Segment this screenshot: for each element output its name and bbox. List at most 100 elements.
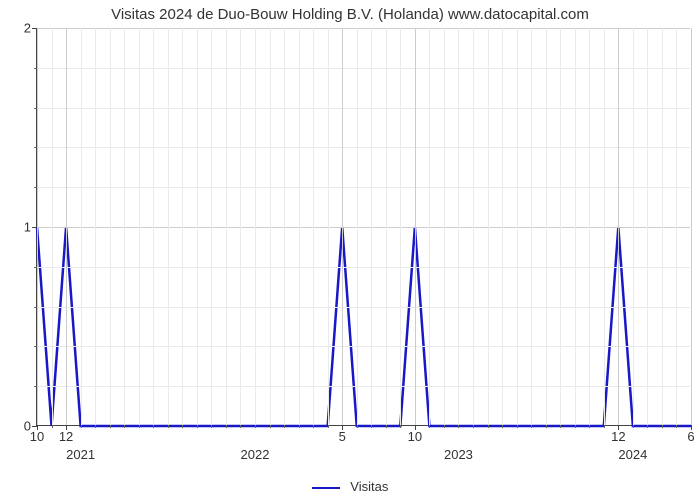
x-tick-minor	[386, 425, 387, 428]
legend-label: Visitas	[350, 479, 388, 494]
grid-line-horizontal	[37, 227, 690, 228]
grid-line-vertical-minor	[488, 28, 489, 425]
grid-line-vertical	[618, 28, 619, 425]
x-tick-minor	[124, 425, 125, 428]
grid-line-vertical-minor	[386, 28, 387, 425]
grid-line-vertical-minor	[95, 28, 96, 425]
plot-area: 01210125101262021202220232024	[36, 28, 690, 426]
grid-line-vertical-minor	[81, 28, 82, 425]
x-year-label: 2022	[241, 425, 270, 462]
legend: Visitas	[0, 479, 700, 494]
x-tick-minor	[182, 425, 183, 428]
grid-line-vertical-minor	[662, 28, 663, 425]
grid-line-vertical-minor	[240, 28, 241, 425]
grid-line-vertical	[66, 28, 67, 425]
x-tick-minor	[284, 425, 285, 428]
grid-line-vertical-minor	[153, 28, 154, 425]
grid-line-vertical-minor	[328, 28, 329, 425]
grid-line-vertical-minor	[473, 28, 474, 425]
x-tick-minor	[502, 425, 503, 428]
grid-line-vertical-minor	[226, 28, 227, 425]
grid-line-horizontal-minor	[37, 68, 690, 69]
x-tick-minor	[313, 425, 314, 428]
grid-line-vertical-minor	[371, 28, 372, 425]
grid-line-vertical-minor	[168, 28, 169, 425]
grid-line-vertical-minor	[517, 28, 518, 425]
grid-line-vertical-minor	[52, 28, 53, 425]
grid-line-horizontal-minor	[37, 108, 690, 109]
x-tick-minor	[589, 425, 590, 428]
x-tick-minor	[52, 425, 53, 428]
grid-line-vertical	[415, 28, 416, 425]
grid-line-vertical	[37, 28, 38, 425]
x-tick-minor	[139, 425, 140, 428]
grid-line-horizontal-minor	[37, 346, 690, 347]
grid-line-vertical-minor	[502, 28, 503, 425]
x-year-label: 2023	[444, 425, 473, 462]
grid-line-vertical-minor	[444, 28, 445, 425]
x-year-label: 2024	[618, 425, 647, 462]
grid-line-vertical-minor	[589, 28, 590, 425]
grid-line-vertical-minor	[284, 28, 285, 425]
grid-line-vertical-minor	[575, 28, 576, 425]
grid-line-vertical-minor	[647, 28, 648, 425]
grid-line-vertical-minor	[546, 28, 547, 425]
grid-line-horizontal-minor	[37, 267, 690, 268]
grid-line-vertical-minor	[197, 28, 198, 425]
x-tick-minor	[357, 425, 358, 428]
x-tick-minor	[270, 425, 271, 428]
x-tick-minor	[371, 425, 372, 428]
x-tick-minor	[400, 425, 401, 428]
x-tick-minor	[429, 425, 430, 428]
grid-line-vertical	[691, 28, 692, 425]
grid-line-vertical-minor	[182, 28, 183, 425]
x-tick-minor	[676, 425, 677, 428]
x-tick-minor	[488, 425, 489, 428]
x-tick-label: 10	[30, 425, 44, 444]
grid-line-vertical-minor	[458, 28, 459, 425]
x-tick-minor	[226, 425, 227, 428]
grid-line-vertical-minor	[139, 28, 140, 425]
x-tick-minor	[517, 425, 518, 428]
x-tick-minor	[197, 425, 198, 428]
grid-line-vertical-minor	[124, 28, 125, 425]
grid-line-vertical-minor	[676, 28, 677, 425]
x-tick-minor	[153, 425, 154, 428]
x-tick-label: 6	[687, 425, 694, 444]
grid-line-vertical-minor	[313, 28, 314, 425]
grid-line-vertical-minor	[255, 28, 256, 425]
x-tick-minor	[328, 425, 329, 428]
x-tick-minor	[560, 425, 561, 428]
x-tick-minor	[299, 425, 300, 428]
grid-line-vertical	[342, 28, 343, 425]
x-tick-minor	[604, 425, 605, 428]
x-tick-minor	[168, 425, 169, 428]
grid-line-horizontal	[37, 28, 690, 29]
grid-line-horizontal-minor	[37, 307, 690, 308]
grid-line-vertical-minor	[531, 28, 532, 425]
grid-line-vertical-minor	[110, 28, 111, 425]
grid-line-vertical-minor	[211, 28, 212, 425]
chart-title: Visitas 2024 de Duo-Bouw Holding B.V. (H…	[0, 6, 700, 23]
grid-line-horizontal-minor	[37, 187, 690, 188]
grid-line-vertical-minor	[604, 28, 605, 425]
grid-line-vertical-minor	[633, 28, 634, 425]
grid-line-vertical-minor	[357, 28, 358, 425]
legend-line-icon	[312, 487, 340, 489]
x-tick-minor	[575, 425, 576, 428]
grid-line-vertical-minor	[299, 28, 300, 425]
grid-line-horizontal-minor	[37, 147, 690, 148]
chart-container: Visitas 2024 de Duo-Bouw Holding B.V. (H…	[0, 0, 700, 500]
grid-line-vertical-minor	[560, 28, 561, 425]
x-tick-minor	[211, 425, 212, 428]
grid-line-vertical-minor	[400, 28, 401, 425]
x-tick-label: 5	[339, 425, 346, 444]
x-tick-minor	[110, 425, 111, 428]
x-tick-minor	[473, 425, 474, 428]
grid-line-horizontal-minor	[37, 386, 690, 387]
x-tick-label: 10	[408, 425, 422, 444]
grid-line-vertical-minor	[270, 28, 271, 425]
x-tick-minor	[531, 425, 532, 428]
x-tick-minor	[95, 425, 96, 428]
x-tick-minor	[662, 425, 663, 428]
